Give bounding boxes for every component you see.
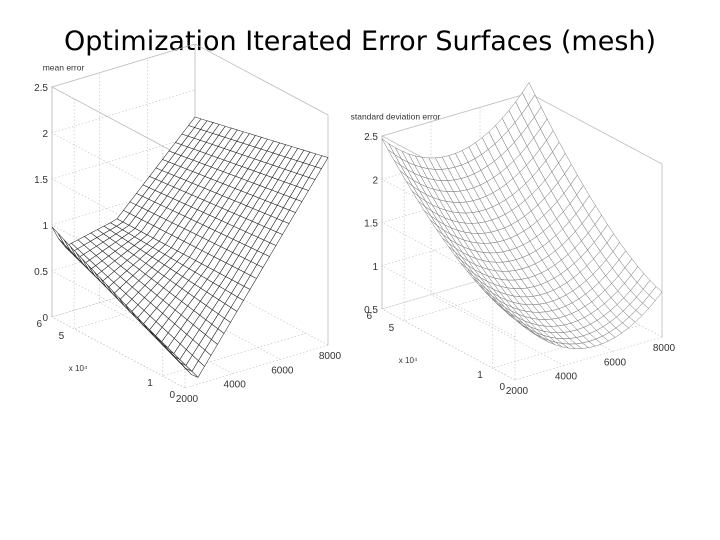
x-tick-label: 2000 (506, 386, 529, 397)
y-exponent-label: x 10⁴ (69, 364, 88, 373)
z-tick-label: 2.5 (364, 132, 378, 143)
x-gridline (381, 136, 516, 381)
y-tick-label: 1 (477, 370, 483, 381)
plot-title: mean error (43, 63, 85, 73)
y-tick-label: 0 (169, 390, 175, 401)
z-tick-label: 1.5 (34, 175, 48, 186)
std-error-plot: 0.5 1 1.5 2 2.5 2000 4000 6000 8000 0 1 5 6 x 10⁴ stan… (351, 82, 676, 397)
x-tick-label: 4000 (555, 372, 578, 383)
x-tick-label: 4000 (224, 380, 247, 391)
z-tick-label: 1 (372, 262, 378, 273)
x-tick-label: 2000 (176, 394, 199, 405)
y-tick-label: 0 (499, 382, 505, 393)
box-top (50, 43, 329, 159)
y-tick-label: 6 (366, 311, 372, 322)
x-tick-label: 8000 (319, 351, 342, 362)
y-tick-label: 5 (389, 323, 395, 334)
z-tick-label: 1.5 (364, 219, 378, 230)
mesh-cell (648, 286, 663, 301)
z-tick-label: 2.5 (34, 83, 48, 94)
y-tick-label: 1 (147, 378, 153, 389)
y-gridline (162, 146, 306, 377)
x-gridline (51, 87, 186, 389)
z-tick-label: 1 (42, 221, 48, 232)
slide-title: Optimization Iterated Error Surfaces (me… (63, 26, 657, 57)
plot-title: standard deviation error (351, 112, 441, 122)
z-tick-label: 0.5 (364, 305, 378, 316)
z-tick-label: 2 (372, 175, 378, 186)
x-tick-label: 6000 (604, 357, 627, 368)
y-tick-label: 6 (36, 319, 42, 330)
z-gridline (51, 43, 196, 159)
x-tick-label: 8000 (653, 343, 676, 354)
mesh-cell (315, 155, 329, 169)
y-tick-label: 5 (59, 331, 65, 342)
y-gridline (184, 158, 329, 389)
y-exponent-label: x 10⁴ (399, 356, 418, 365)
mean-error-plot: 0 0.5 1 1.5 2 2.5 2000 4000 6000 8000 0 1 5 6 x 10⁴ mea… (34, 43, 342, 405)
z-tick-label: 0 (42, 313, 48, 324)
z-tick-label: 0.5 (34, 267, 48, 278)
z-tick-label: 2 (42, 129, 48, 140)
mesh-cell (51, 226, 65, 245)
mesh-cell (57, 233, 71, 252)
x-tick-label: 6000 (271, 365, 294, 376)
